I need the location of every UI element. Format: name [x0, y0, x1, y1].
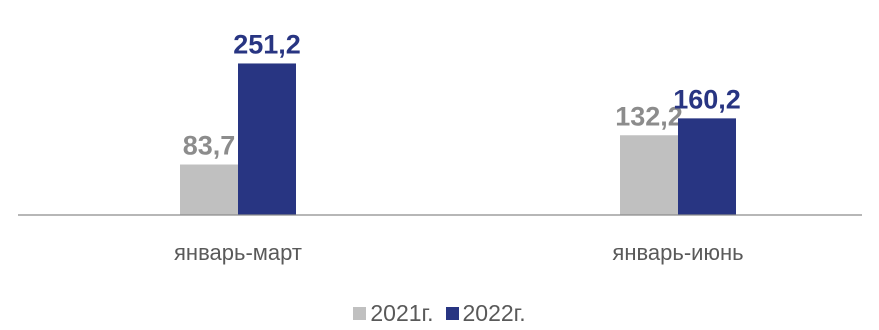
legend-label-2021: 2021г.: [370, 300, 434, 326]
category-label-1: январь-июнь: [612, 240, 743, 265]
data-label-2022г.-1: 160,2: [673, 84, 741, 114]
bar-2022г.-1: [678, 118, 736, 215]
legend-item-2022: 2022г.: [445, 300, 526, 327]
data-label-2022г.-0: 251,2: [233, 29, 301, 59]
legend: 2021г. 2022г.: [0, 300, 879, 327]
legend-item-2021: 2021г.: [353, 300, 434, 327]
data-label-2021г.-1: 132,2: [615, 101, 683, 131]
legend-swatch-2022: [445, 307, 459, 320]
data-label-2021г.-0: 83,7: [183, 131, 236, 161]
legend-swatch-2021: [353, 307, 367, 320]
bar-2021г.-1: [620, 135, 678, 215]
bar-2022г.-0: [238, 63, 296, 215]
bar-2021г.-0: [180, 164, 238, 215]
legend-label-2022: 2022г.: [462, 300, 526, 326]
category-label-0: январь-март: [174, 240, 302, 265]
